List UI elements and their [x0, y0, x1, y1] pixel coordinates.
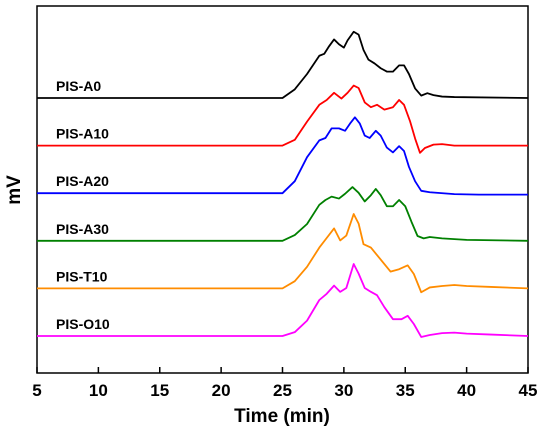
- series-label-pis-a10: PIS-A10: [56, 126, 109, 142]
- series-label-pis-a30: PIS-A30: [56, 221, 109, 237]
- x-tick-label: 5: [32, 381, 41, 400]
- series-line-pis-a30: [37, 186, 529, 242]
- series-line-pis-t10: [37, 213, 529, 294]
- series-label-pis-a20: PIS-A20: [56, 173, 109, 189]
- x-tick-label: 10: [89, 381, 108, 400]
- x-tick-label: 25: [273, 381, 292, 400]
- x-axis-ticks: 5 10 15 20 25 30 35 40 45: [32, 367, 537, 400]
- series-line-pis-a10: [37, 84, 528, 154]
- x-axis-title: Time (min): [234, 406, 330, 427]
- series-line-pis-a20: [37, 116, 528, 196]
- series-label-pis-a0: PIS-A0: [56, 78, 101, 94]
- x-tick-label: 30: [334, 381, 353, 400]
- x-tick-label: 35: [396, 381, 415, 400]
- series-labels: PIS-A0 PIS-A10 PIS-A20 PIS-A30 PIS-T10 PIS-O1…: [56, 78, 110, 332]
- series-traces: [37, 30, 529, 338]
- series-label-pis-o10: PIS-O10: [56, 316, 110, 332]
- series-line-pis-o10: [37, 263, 529, 338]
- x-tick-label: 20: [212, 381, 231, 400]
- series-line-pis-a0: [37, 30, 529, 99]
- x-tick-label: 40: [457, 381, 476, 400]
- x-tick-label: 15: [150, 381, 169, 400]
- series-label-pis-t10: PIS-T10: [56, 268, 108, 284]
- x-tick-label: 45: [519, 381, 538, 400]
- plot-frame: [36, 5, 529, 374]
- y-axis-title: mV: [4, 175, 25, 205]
